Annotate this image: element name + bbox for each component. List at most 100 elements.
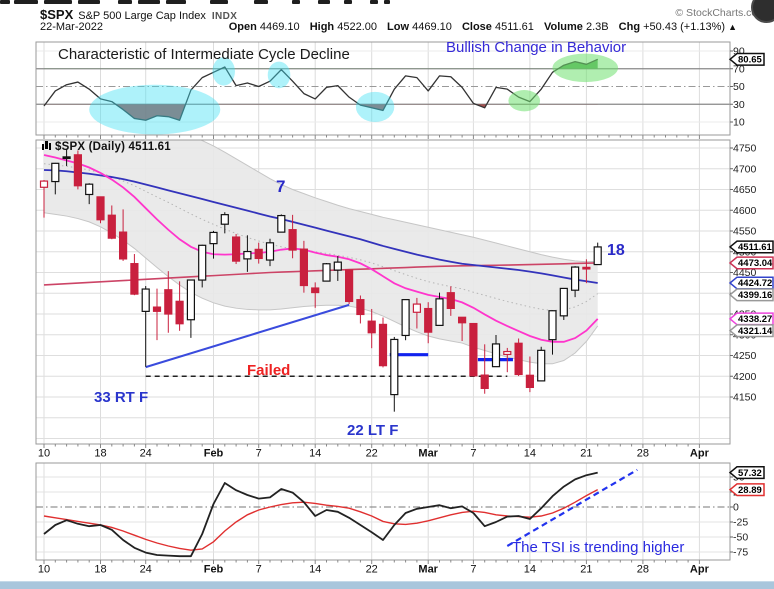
browser-chrome-fragment [254,0,268,4]
high-value: 4522.00 [337,21,377,33]
quote-date: 22-Mar-2022 [40,21,103,33]
svg-text:18: 18 [94,564,106,576]
browser-chrome-fragment [118,0,132,4]
momentum-panel [43,58,598,121]
browser-chrome-fragment [292,0,300,4]
browser-chrome-fragment [166,0,186,4]
svg-text:4321.14: 4321.14 [738,326,773,337]
header: $SPX S&P 500 Large Cap Index INDX [40,6,238,22]
svg-text:4650: 4650 [733,184,757,196]
browser-chrome-fragment [44,0,72,4]
svg-text:Apr: Apr [690,564,710,576]
annotation-bullish-change: Bullish Change in Behavior [446,39,627,56]
rsi-layer [36,53,730,135]
svg-text:Apr: Apr [690,448,710,460]
svg-text:14: 14 [309,564,321,576]
svg-text:57.32: 57.32 [738,468,762,479]
svg-text:-50: -50 [733,532,748,544]
browser-chrome-fragment [0,0,10,4]
chart-title: $SPX (Daily) 4511.61 [41,141,171,153]
svg-text:-25: -25 [733,517,748,529]
volume-label: Volume [543,21,583,33]
svg-text:10: 10 [733,117,745,129]
svg-text:Feb: Feb [204,564,224,576]
close-value: 4511.61 [494,21,534,33]
svg-text:4424.72: 4424.72 [738,278,772,289]
chg-up-arrow-icon: ▲ [728,22,737,32]
svg-text:4200: 4200 [733,371,757,383]
svg-text:90: 90 [733,46,745,58]
svg-text:4700: 4700 [733,163,757,175]
svg-text:28.89: 28.89 [738,485,762,496]
ticker-exchange: INDX [211,11,238,22]
svg-text:28: 28 [637,448,649,460]
high-label: High [309,21,335,33]
horizontal-scrollbar[interactable] [0,581,774,589]
svg-text:7: 7 [470,448,476,460]
close-label: Close [461,21,492,33]
annotation-count-33-rt-f: 33 RT F [94,389,149,406]
svg-text:18: 18 [94,448,106,460]
quote-row: Open 4469.10 High 4522.00 Low 4469.10 Cl… [222,21,737,33]
open-value: 4469.10 [259,21,300,33]
candlestick-chart-icon [41,141,52,151]
svg-text:Feb: Feb [204,448,224,460]
open-label: Open [228,21,257,33]
svg-text:24: 24 [140,564,152,576]
candles-layer [39,148,602,412]
annotation-failed: Failed [247,362,291,379]
svg-text:0: 0 [733,502,739,514]
svg-text:Mar: Mar [418,448,438,460]
svg-text:4511.61: 4511.61 [738,242,773,253]
svg-text:4399.16: 4399.16 [738,290,772,301]
svg-text:14: 14 [524,448,536,460]
annotation-count-22-lt-f: 22 LT F [347,422,399,439]
browser-chrome-fragment [318,0,330,4]
browser-chrome-strip [0,0,774,5]
annotation-tsi-note: The TSI is trending higher [512,539,685,556]
browser-chrome-fragment [14,0,38,4]
svg-text:7: 7 [256,564,262,576]
svg-text:4450: 4450 [733,267,757,279]
labels-layer: 4750470046504600455045004450440043504300… [38,46,774,576]
browser-chrome-fragment [370,0,378,4]
ticker-name: S&P 500 Large Cap Index [78,10,206,22]
svg-text:28: 28 [637,564,649,576]
svg-text:30: 30 [733,99,745,111]
svg-text:4473.04: 4473.04 [738,258,773,269]
svg-text:50: 50 [733,81,745,93]
svg-text:22: 22 [366,448,378,460]
svg-text:4550: 4550 [733,226,757,238]
svg-text:-75: -75 [733,547,748,559]
svg-text:7: 7 [470,564,476,576]
svg-text:70: 70 [733,63,745,75]
svg-text:24: 24 [140,448,152,460]
annotation-count-18: 18 [607,242,625,259]
low-label: Low [387,21,410,33]
svg-text:4150: 4150 [733,392,757,404]
main-layer [39,140,602,412]
svg-text:4750: 4750 [733,143,757,155]
svg-text:Mar: Mar [418,564,438,576]
svg-text:14: 14 [524,564,536,576]
browser-chrome-fragment [138,0,160,4]
svg-text:14: 14 [309,448,321,460]
svg-text:4338.27: 4338.27 [738,314,772,325]
frame-layer [35,41,731,564]
price-panel [39,140,602,412]
chg-value: +50.43 (+1.13%) [643,21,726,33]
svg-text:10: 10 [38,448,50,460]
svg-text:4250: 4250 [733,350,757,362]
browser-chrome-fragment [384,0,390,4]
chart-title-text: $SPX (Daily) 4511.61 [55,141,171,153]
copyright-notice[interactable]: © StockCharts.com [675,7,766,19]
ticker-symbol[interactable]: $SPX [40,7,74,22]
svg-text:7: 7 [256,448,262,460]
tsi-panel [43,471,599,558]
browser-chrome-fragment [344,0,352,4]
svg-text:80.65: 80.65 [738,54,762,65]
svg-text:22: 22 [366,564,378,576]
svg-text:10: 10 [38,564,50,576]
